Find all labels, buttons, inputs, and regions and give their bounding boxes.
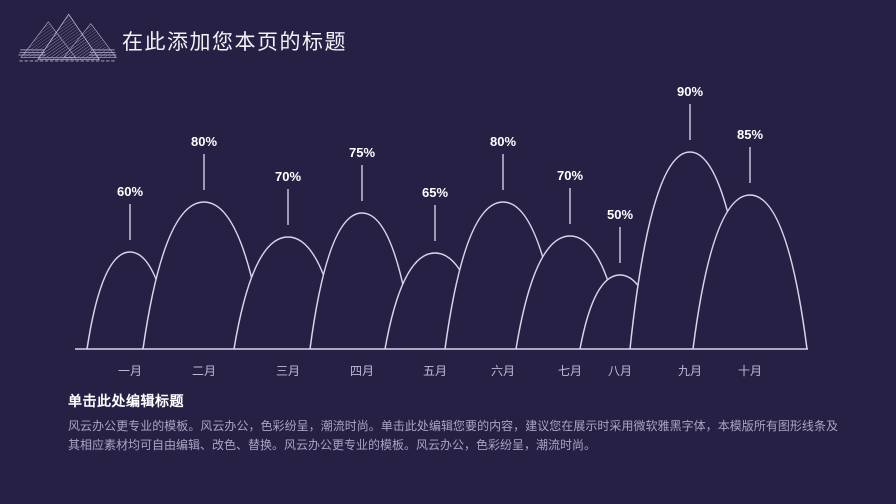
value-label: 80%	[490, 134, 516, 149]
month-label: 九月	[678, 364, 702, 378]
caption-body: 风云办公更专业的模板。风云办公，色彩纷呈，潮流时尚。单击此处编辑您要的内容，建议…	[68, 419, 838, 452]
value-label: 75%	[349, 145, 375, 160]
month-label: 七月	[558, 364, 582, 378]
value-label: 60%	[117, 184, 143, 199]
month-label: 二月	[192, 364, 216, 378]
month-label: 八月	[608, 364, 632, 378]
month-label: 一月	[118, 364, 142, 378]
month-label: 四月	[350, 364, 374, 378]
value-label: 70%	[275, 169, 301, 184]
value-label: 90%	[677, 84, 703, 99]
hill-shape	[692, 194, 808, 350]
slide-header: 在此添加您本页的标题	[0, 0, 896, 78]
month-label: 十月	[738, 364, 762, 378]
value-label: 80%	[191, 134, 217, 149]
value-label: 50%	[607, 207, 633, 222]
pyramid-mountains-icon	[18, 13, 117, 62]
month-label: 六月	[491, 364, 515, 378]
value-label: 70%	[557, 168, 583, 183]
caption-block: 单击此处编辑标题 风云办公更专业的模板。风云办公，色彩纷呈，潮流时尚。单击此处编…	[68, 391, 838, 455]
caption-heading: 单击此处编辑标题	[68, 393, 184, 409]
value-label: 85%	[737, 127, 763, 142]
month-label: 三月	[276, 364, 300, 378]
value-label: 65%	[422, 185, 448, 200]
month-label: 五月	[423, 364, 447, 378]
page-title: 在此添加您本页的标题	[122, 31, 347, 54]
